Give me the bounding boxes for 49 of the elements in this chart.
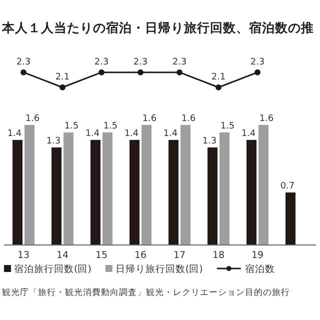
- data-label: 2.3: [250, 57, 265, 68]
- legend-label: 日帰り旅行回数(回): [115, 263, 203, 275]
- data-label: 1.4: [163, 128, 178, 139]
- bar: [208, 147, 218, 245]
- data-label: 1.5: [220, 121, 235, 132]
- x-tick-label: 15: [95, 250, 108, 261]
- data-label: 2.3: [133, 57, 148, 68]
- bar: [286, 192, 296, 245]
- data-label: 1.6: [142, 114, 157, 124]
- bar: [102, 132, 112, 245]
- legend-label: 宿泊数: [244, 263, 275, 275]
- data-label: 1.4: [85, 128, 100, 139]
- data-label: 2.3: [172, 57, 187, 68]
- bar: [180, 124, 190, 245]
- bar: [64, 132, 74, 245]
- data-label: 1.3: [46, 136, 61, 146]
- data-label: 2.1: [55, 72, 70, 82]
- bar: [130, 140, 140, 245]
- bar: [258, 124, 268, 245]
- x-tick-label: 13: [17, 250, 30, 261]
- data-label: 2.1: [211, 72, 226, 82]
- data-label: 1.6: [25, 114, 40, 124]
- x-tick-label: 18: [212, 250, 225, 261]
- x-tick-label: 16: [134, 250, 147, 261]
- data-label: 1.5: [64, 121, 79, 132]
- data-label: 1.5: [103, 121, 118, 132]
- bar: [24, 124, 34, 245]
- data-label: 1.6: [259, 114, 274, 124]
- data-label: 2.3: [16, 57, 31, 68]
- legend-label: 宿泊旅行回数(回): [14, 263, 92, 275]
- text: 観光庁「旅行・観光消費動向調査」観光・レクリエーション目的の旅行: [2, 287, 290, 298]
- bar: [12, 140, 22, 245]
- x-tick-label: 14: [56, 250, 69, 261]
- data-label: 1.4: [241, 128, 256, 139]
- bar: [90, 140, 100, 245]
- data-label: 0.7: [280, 181, 295, 192]
- data-label: 2.3: [94, 57, 109, 68]
- bar: [246, 140, 256, 245]
- bar: [142, 124, 152, 245]
- bar: [220, 132, 230, 245]
- bar: [52, 147, 62, 245]
- x-tick-label: 17: [173, 250, 186, 261]
- data-label: 1.4: [124, 128, 139, 139]
- bar: [168, 140, 178, 245]
- data-label: 1.3: [202, 136, 217, 146]
- x-tick-label: 19: [251, 250, 264, 261]
- chart-title: 本人１人当たりの宿泊・日帰り旅行回数、宿泊数の推: [1, 20, 314, 35]
- data-label: 1.4: [7, 128, 22, 139]
- data-label: 1.6: [181, 114, 196, 124]
